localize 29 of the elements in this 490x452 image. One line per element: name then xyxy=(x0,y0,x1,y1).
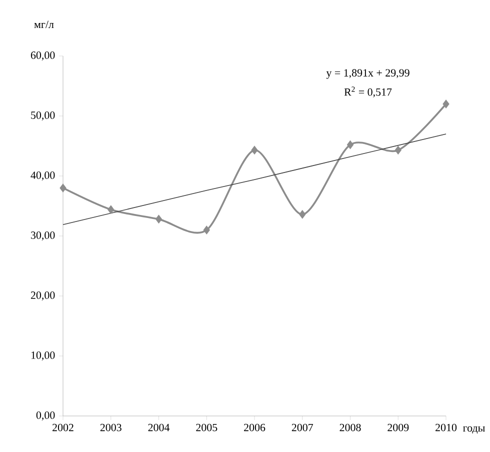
y-tick-label: 0,00 xyxy=(36,412,55,420)
point xyxy=(251,146,258,154)
annotation: y = 1,891x + 29,99 xyxy=(326,69,410,79)
point xyxy=(442,100,450,108)
point xyxy=(60,184,66,192)
annotation: R$^{2}$ = 0,517 xyxy=(344,86,392,98)
x-axis-title: годы xyxy=(463,426,485,434)
point xyxy=(394,146,402,154)
y-tick-label: 30,00 xyxy=(31,232,55,240)
x-tick-label: 2007 xyxy=(292,424,314,432)
y-tick-label: 60,00 xyxy=(30,52,55,60)
point xyxy=(156,215,162,224)
point xyxy=(203,226,210,234)
y-tick-label: 20,00 xyxy=(30,292,55,300)
y-tick-label: 50,00 xyxy=(31,112,55,120)
y-tick-label: 40,00 xyxy=(30,172,55,180)
x-tick-label: 2006 xyxy=(244,424,266,432)
x-tick-label: 2002 xyxy=(52,424,74,432)
x-tick-label: 2009 xyxy=(388,424,409,432)
point xyxy=(347,140,354,149)
point xyxy=(108,206,114,214)
x-tick-label: 2005 xyxy=(196,424,218,432)
y-axis-title: мг/л xyxy=(34,20,54,28)
y-tick-label: 10,00 xyxy=(31,352,55,360)
x-tick-label: 2008 xyxy=(340,424,361,432)
x-tick-label: 2010 xyxy=(436,424,457,432)
x-tick-label: 2004 xyxy=(148,424,170,432)
x-tick-label: 2003 xyxy=(100,424,122,432)
point xyxy=(299,210,306,218)
